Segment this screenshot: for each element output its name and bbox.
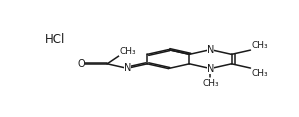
Text: N: N (123, 63, 131, 73)
Text: O: O (77, 59, 85, 69)
Text: HCl: HCl (45, 33, 65, 46)
Text: CH₃: CH₃ (252, 41, 268, 50)
Text: CH₃: CH₃ (119, 47, 136, 56)
Text: N: N (207, 45, 214, 55)
Text: CH₃: CH₃ (252, 69, 268, 78)
Text: N: N (207, 64, 214, 74)
Text: CH₃: CH₃ (202, 79, 219, 88)
